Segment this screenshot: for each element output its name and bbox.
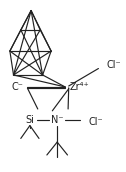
Text: Si: Si — [25, 115, 34, 125]
Text: C⁻: C⁻ — [12, 82, 24, 92]
Text: Cl⁻: Cl⁻ — [89, 117, 103, 127]
Text: Cl⁻: Cl⁻ — [107, 60, 122, 70]
Text: Zr⁴⁺: Zr⁴⁺ — [70, 82, 90, 92]
Text: N⁻: N⁻ — [51, 115, 63, 125]
